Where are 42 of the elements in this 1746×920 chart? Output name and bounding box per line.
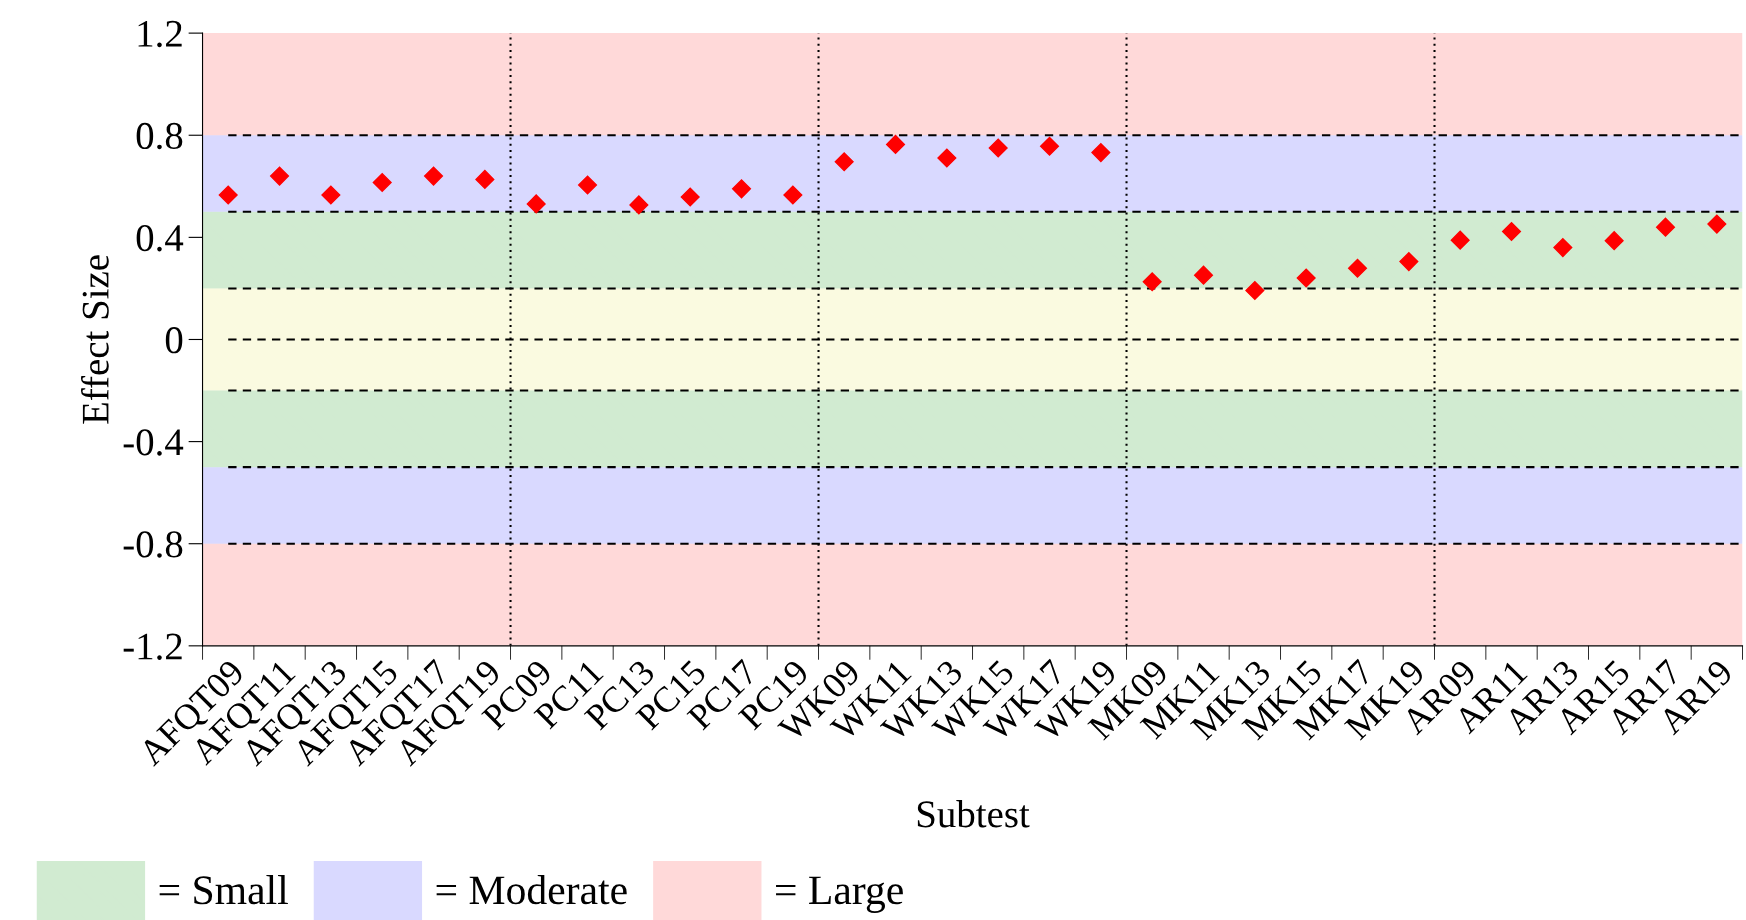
- point: [1707, 214, 1727, 234]
- point: [1399, 252, 1419, 272]
- point: [1091, 143, 1111, 163]
- point: [783, 185, 803, 205]
- point: [1655, 217, 1676, 237]
- y-tick-label: -1.2: [123, 633, 182, 660]
- point: [321, 185, 341, 205]
- point: [1604, 231, 1624, 251]
- legend-label: = Moderate: [436, 875, 627, 905]
- point: [526, 194, 546, 214]
- legend-label: = Large: [776, 876, 903, 913]
- point: [1142, 272, 1162, 292]
- y-tick-label: -0.4: [123, 429, 184, 456]
- point: [937, 148, 957, 168]
- point: [1501, 221, 1522, 242]
- point: [1347, 258, 1368, 278]
- point: [885, 134, 906, 154]
- point: [680, 187, 700, 207]
- y-tick-label: -0.8: [123, 531, 183, 558]
- point: [1296, 268, 1316, 288]
- y-tick-label: 0: [165, 327, 183, 354]
- point: [988, 138, 1008, 158]
- point: [629, 195, 649, 215]
- point: [577, 175, 598, 195]
- legend-label: = Small: [159, 875, 288, 905]
- x-axis-title: Subtest: [917, 800, 1030, 828]
- point: [270, 166, 290, 186]
- point: [475, 169, 495, 189]
- point: [1450, 230, 1470, 250]
- point: [1039, 136, 1060, 156]
- point: [372, 172, 392, 193]
- point: [1553, 238, 1573, 258]
- point: [731, 179, 752, 199]
- point: [834, 152, 854, 172]
- y-tick-label: 0.8: [136, 122, 183, 150]
- y-tick-label: 1.2: [138, 20, 182, 48]
- point: [1193, 265, 1214, 285]
- y-axis-title: Effect Size: [81, 255, 109, 424]
- point: [218, 185, 238, 205]
- point: [423, 166, 444, 186]
- y-tick-label: 0.4: [136, 224, 184, 252]
- point: [1245, 280, 1265, 300]
